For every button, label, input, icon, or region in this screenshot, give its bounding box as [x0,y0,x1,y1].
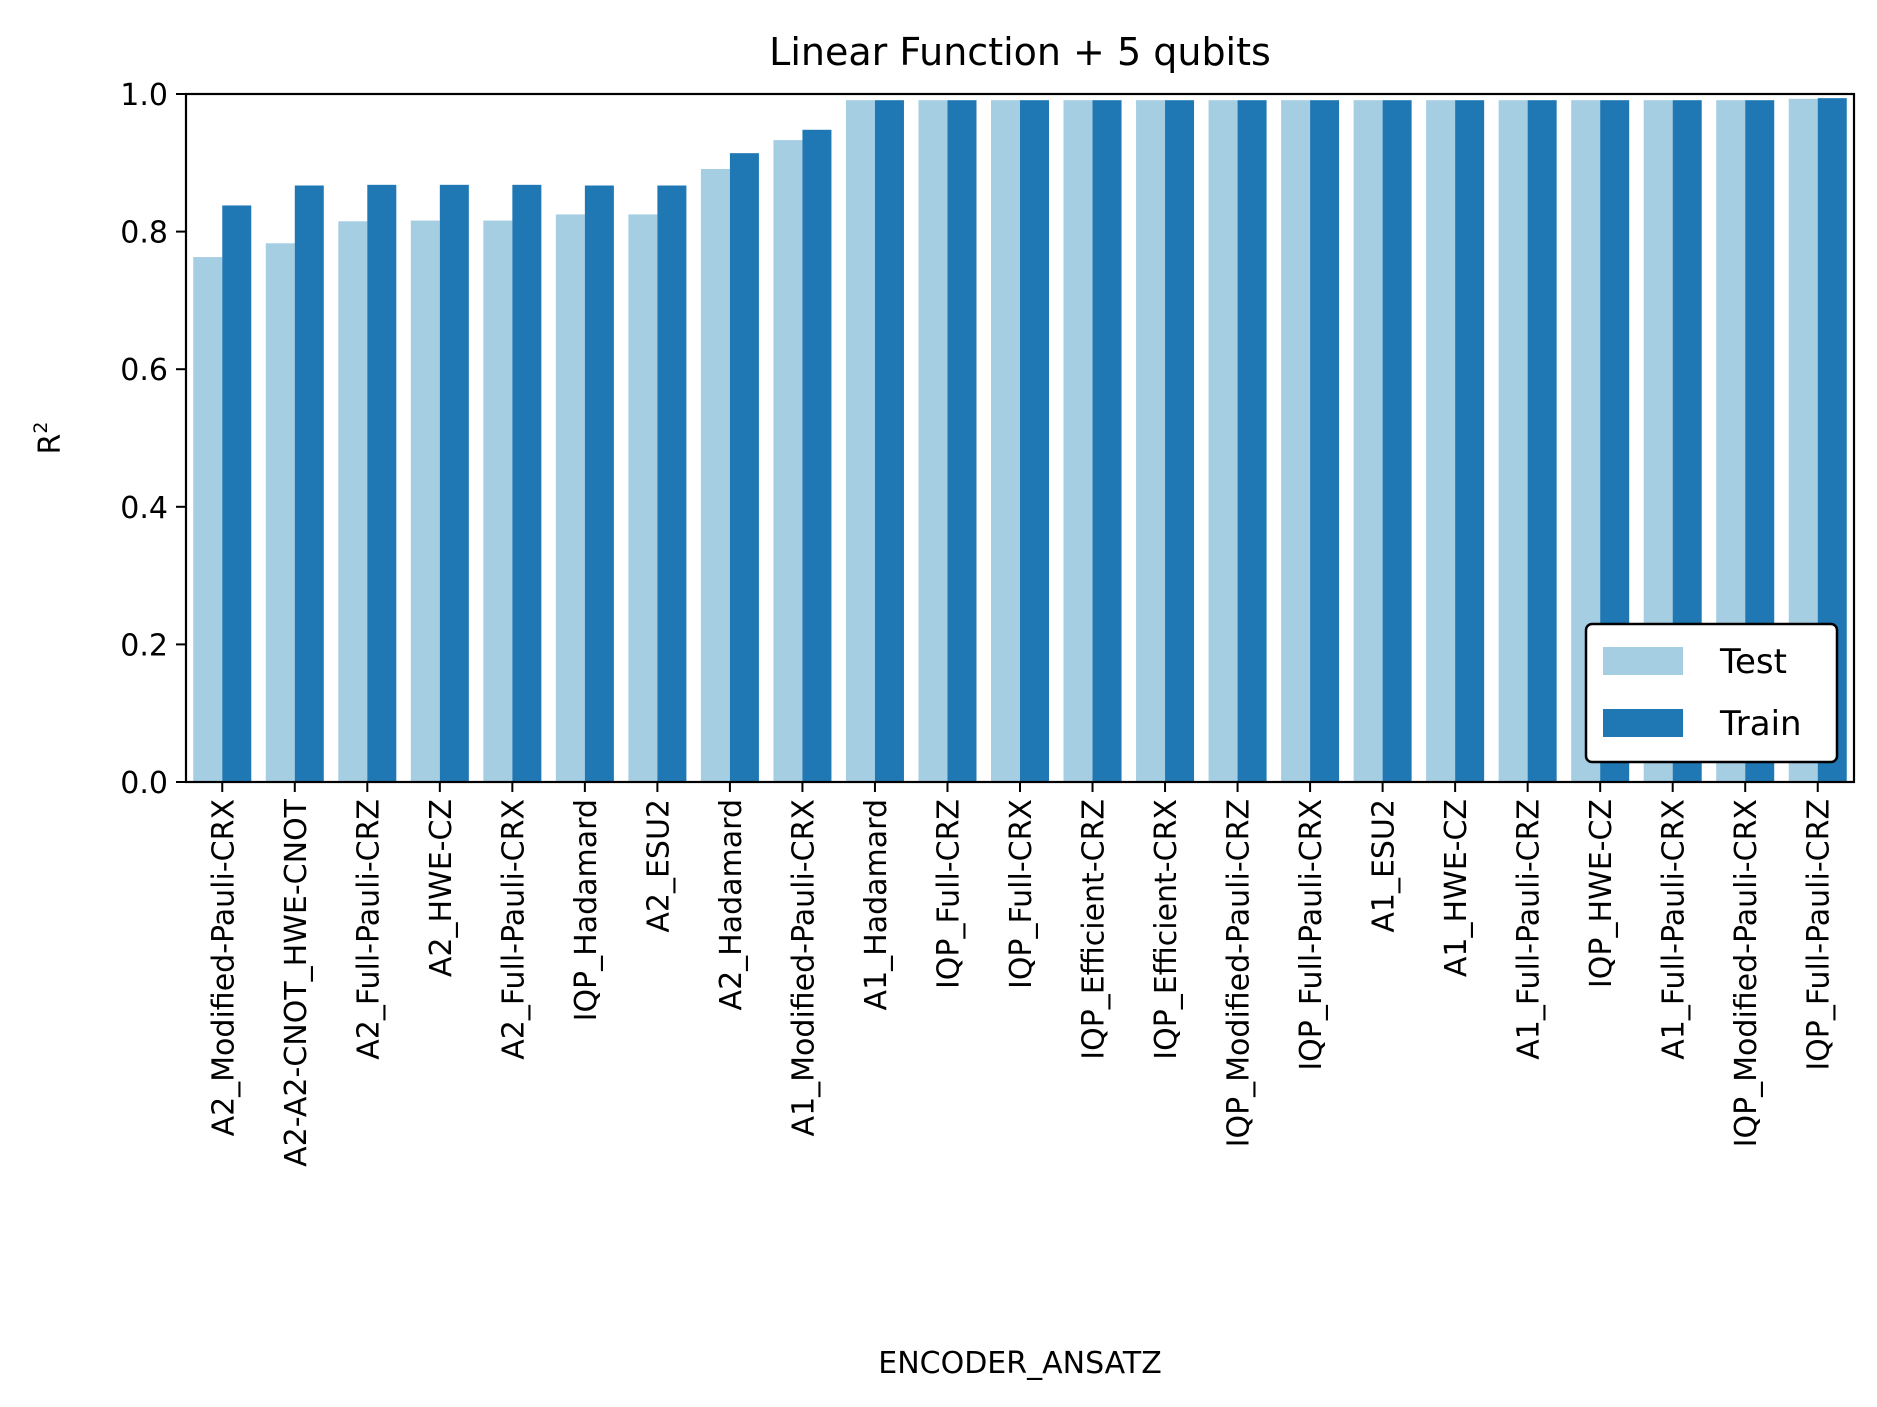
bar-test-2 [338,221,368,782]
x-tick-label: A2_Full-Pauli-CRZ [351,799,386,1060]
bar-test-3 [410,220,440,783]
x-axis-label: ENCODER_ANSATZ [878,1346,1162,1381]
bar-test-8 [773,140,803,783]
y-tick-label: 0.0 [120,766,168,801]
bar-train-10 [947,100,977,782]
bar-test-1 [265,243,295,783]
x-tick-label: IQP_Modified-Pauli-CRZ [1222,799,1257,1147]
x-tick-label: A2_HWE-CZ [424,799,459,977]
legend: Test Train [1584,622,1839,764]
bar-train-14 [1237,100,1267,782]
bar-test-0 [193,257,223,782]
legend-swatch-train [1603,709,1683,737]
legend-label-test: Test [1719,642,1787,682]
chart-title: Linear Function + 5 qubits [769,30,1271,74]
bar-train-18 [1527,100,1557,782]
y-axis-label: R2 [30,422,68,455]
x-axis: A2_Modified-Pauli-CRX A2-A2-CNOT_HWE-CNOT… [206,782,1837,1167]
y-tick-label: 0.6 [120,353,168,388]
bars-group [193,98,1847,783]
y-tick-label: 0.8 [120,216,168,251]
x-tick-label: A1_Full-Pauli-CRX [1657,799,1692,1060]
bar-test-7 [700,168,730,783]
x-tick-label: IQP_Full-CRX [1004,799,1039,989]
x-tick-label: A2_Modified-Pauli-CRX [206,799,241,1136]
bar-train-3 [439,184,469,782]
y-tick-label: 0.2 [120,628,168,663]
x-tick-label: A2_Full-Pauli-CRX [496,799,531,1060]
bar-train-11 [1020,100,1050,782]
x-tick-label: A2_Hadamard [714,799,749,1010]
bar-test-11 [990,100,1020,782]
x-tick-label: A1_HWE-CZ [1439,799,1474,977]
bar-train-2 [367,184,397,782]
x-tick-label: IQP_Modified-Pauli-CRX [1729,799,1764,1147]
x-tick-label: IQP_Full-Pauli-CRX [1294,799,1329,1071]
x-tick-label: IQP_Hadamard [569,799,604,1021]
bar-train-16 [1382,100,1412,782]
bar-test-10 [918,100,948,782]
bar-train-12 [1092,100,1122,782]
bar-test-12 [1063,100,1093,782]
bar-test-4 [483,220,513,783]
legend-swatch-test [1603,647,1683,675]
bar-train-1 [294,185,324,782]
bar-test-14 [1208,100,1238,782]
x-tick-label: A1_Modified-Pauli-CRX [786,799,821,1136]
bar-test-16 [1353,100,1383,782]
y-tick-label: 1.0 [120,78,168,113]
bar-train-0 [222,205,252,782]
bar-train-5 [584,185,614,782]
bar-train-8 [802,129,832,782]
y-axis-label-base: R [33,434,68,455]
bar-train-17 [1455,100,1485,782]
bar-test-18 [1498,100,1528,782]
bar-train-15 [1310,100,1340,782]
x-tick-label: A1_Full-Pauli-CRZ [1512,799,1547,1060]
x-tick-label: IQP_Efficient-CRX [1149,799,1184,1060]
x-tick-label: IQP_HWE-CZ [1584,799,1619,988]
x-tick-label: A1_Hadamard [859,799,894,1010]
bar-train-4 [512,184,542,782]
legend-label-train: Train [1719,704,1802,744]
bar-train-7 [729,153,759,783]
bar-test-15 [1281,100,1311,782]
bar-test-5 [555,214,585,782]
y-tick-label: 0.4 [120,491,168,526]
x-tick-label: A1_ESU2 [1367,799,1402,933]
x-tick-label: A2-A2-CNOT_HWE-CNOT [279,798,314,1167]
bar-test-13 [1136,100,1166,782]
bar-train-13 [1165,100,1195,782]
y-axis: 0.0 0.2 0.4 0.6 0.8 1.0 [120,78,186,801]
bar-test-17 [1426,100,1456,782]
x-tick-label: IQP_Full-Pauli-CRZ [1802,799,1837,1071]
y-axis-label-superscript: 2 [30,422,52,434]
bar-test-9 [845,100,875,782]
x-tick-label: A2_ESU2 [641,799,676,933]
bar-test-6 [628,214,658,782]
bar-train-6 [657,185,687,782]
x-tick-label: IQP_Efficient-CRZ [1077,799,1112,1060]
bar-train-9 [874,100,904,782]
x-tick-label: IQP_Full-CRZ [931,799,966,989]
